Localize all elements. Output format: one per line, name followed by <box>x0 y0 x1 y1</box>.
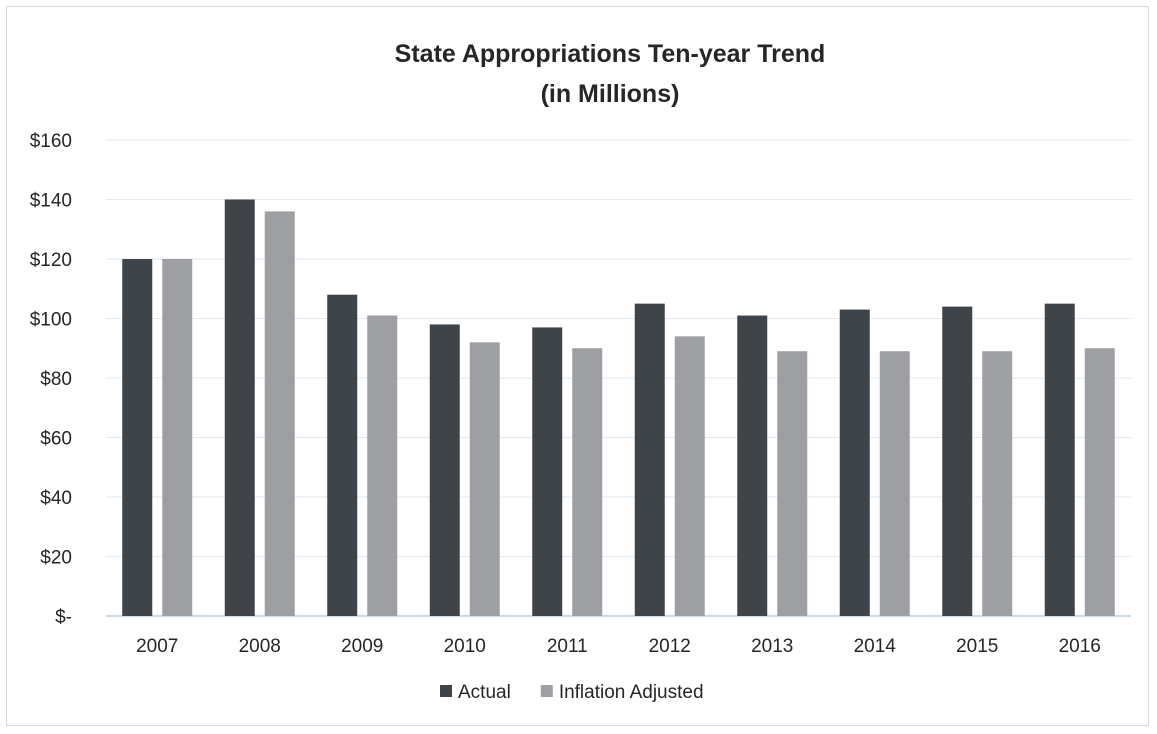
y-axis-ticks: $- $20 $40 $60 $80 $100 $120 $140 $160 <box>30 131 72 628</box>
x-tick-label: 2008 <box>239 636 281 657</box>
bars <box>122 199 1115 616</box>
y-tick-label: $80 <box>40 369 72 390</box>
bar-actual-2016 <box>1044 303 1075 616</box>
gridlines <box>106 139 1131 617</box>
bar-actual-2014 <box>839 309 870 616</box>
x-tick-label: 2007 <box>136 636 178 657</box>
y-tick-label: $60 <box>40 429 72 450</box>
x-tick-label: 2011 <box>547 636 588 657</box>
y-tick-label: $100 <box>30 310 72 331</box>
bar-inflation-adjusted-2015 <box>982 351 1013 616</box>
chart-title: State Appropriations Ten-year Trend <box>395 40 826 68</box>
bar-inflation-adjusted-2016 <box>1084 348 1115 616</box>
bar-inflation-adjusted-2012 <box>674 336 705 616</box>
bar-inflation-adjusted-2014 <box>879 351 910 616</box>
x-tick-label: 2015 <box>956 636 998 657</box>
y-tick-label: $120 <box>30 250 72 271</box>
bar-actual-2011 <box>532 327 563 616</box>
bar-inflation-adjusted-2010 <box>469 342 500 616</box>
bar-inflation-adjusted-2013 <box>777 351 808 616</box>
bar-inflation-adjusted-2009 <box>367 315 398 616</box>
chart-subtitle: (in Millions) <box>541 80 680 108</box>
legend-swatch-actual <box>440 685 452 697</box>
legend-swatch-inflation-adjusted <box>540 685 553 697</box>
legend: Actual Inflation Adjusted <box>440 682 704 703</box>
bar-actual-2015 <box>942 306 973 616</box>
bar-inflation-adjusted-2008 <box>264 211 295 616</box>
y-tick-label: $- <box>55 607 72 628</box>
bar-actual-2010 <box>429 324 460 616</box>
y-tick-label: $40 <box>40 488 72 509</box>
x-tick-label: 2014 <box>854 636 897 657</box>
x-tick-label: 2012 <box>649 636 691 657</box>
x-axis-ticks: 2007 2008 2009 2010 2011 2012 2013 2014 2015 2016 <box>136 636 1101 657</box>
y-tick-label: $20 <box>40 548 72 569</box>
y-tick-label: $140 <box>30 191 72 212</box>
bar-actual-2012 <box>634 303 665 616</box>
x-tick-label: 2009 <box>341 636 383 657</box>
y-tick-label: $160 <box>30 131 72 152</box>
bar-actual-2007 <box>122 259 153 616</box>
bar-actual-2009 <box>327 294 358 616</box>
x-tick-label: 2010 <box>444 636 486 657</box>
bar-actual-2008 <box>224 199 255 616</box>
x-tick-label: 2016 <box>1059 636 1101 657</box>
x-tick-label: 2013 <box>751 636 793 657</box>
bar-inflation-adjusted-2011 <box>572 348 603 616</box>
bar-actual-2013 <box>737 315 768 616</box>
legend-label: Inflation Adjusted <box>559 682 704 703</box>
legend-label: Actual <box>458 682 511 703</box>
bar-inflation-adjusted-2007 <box>162 259 193 616</box>
